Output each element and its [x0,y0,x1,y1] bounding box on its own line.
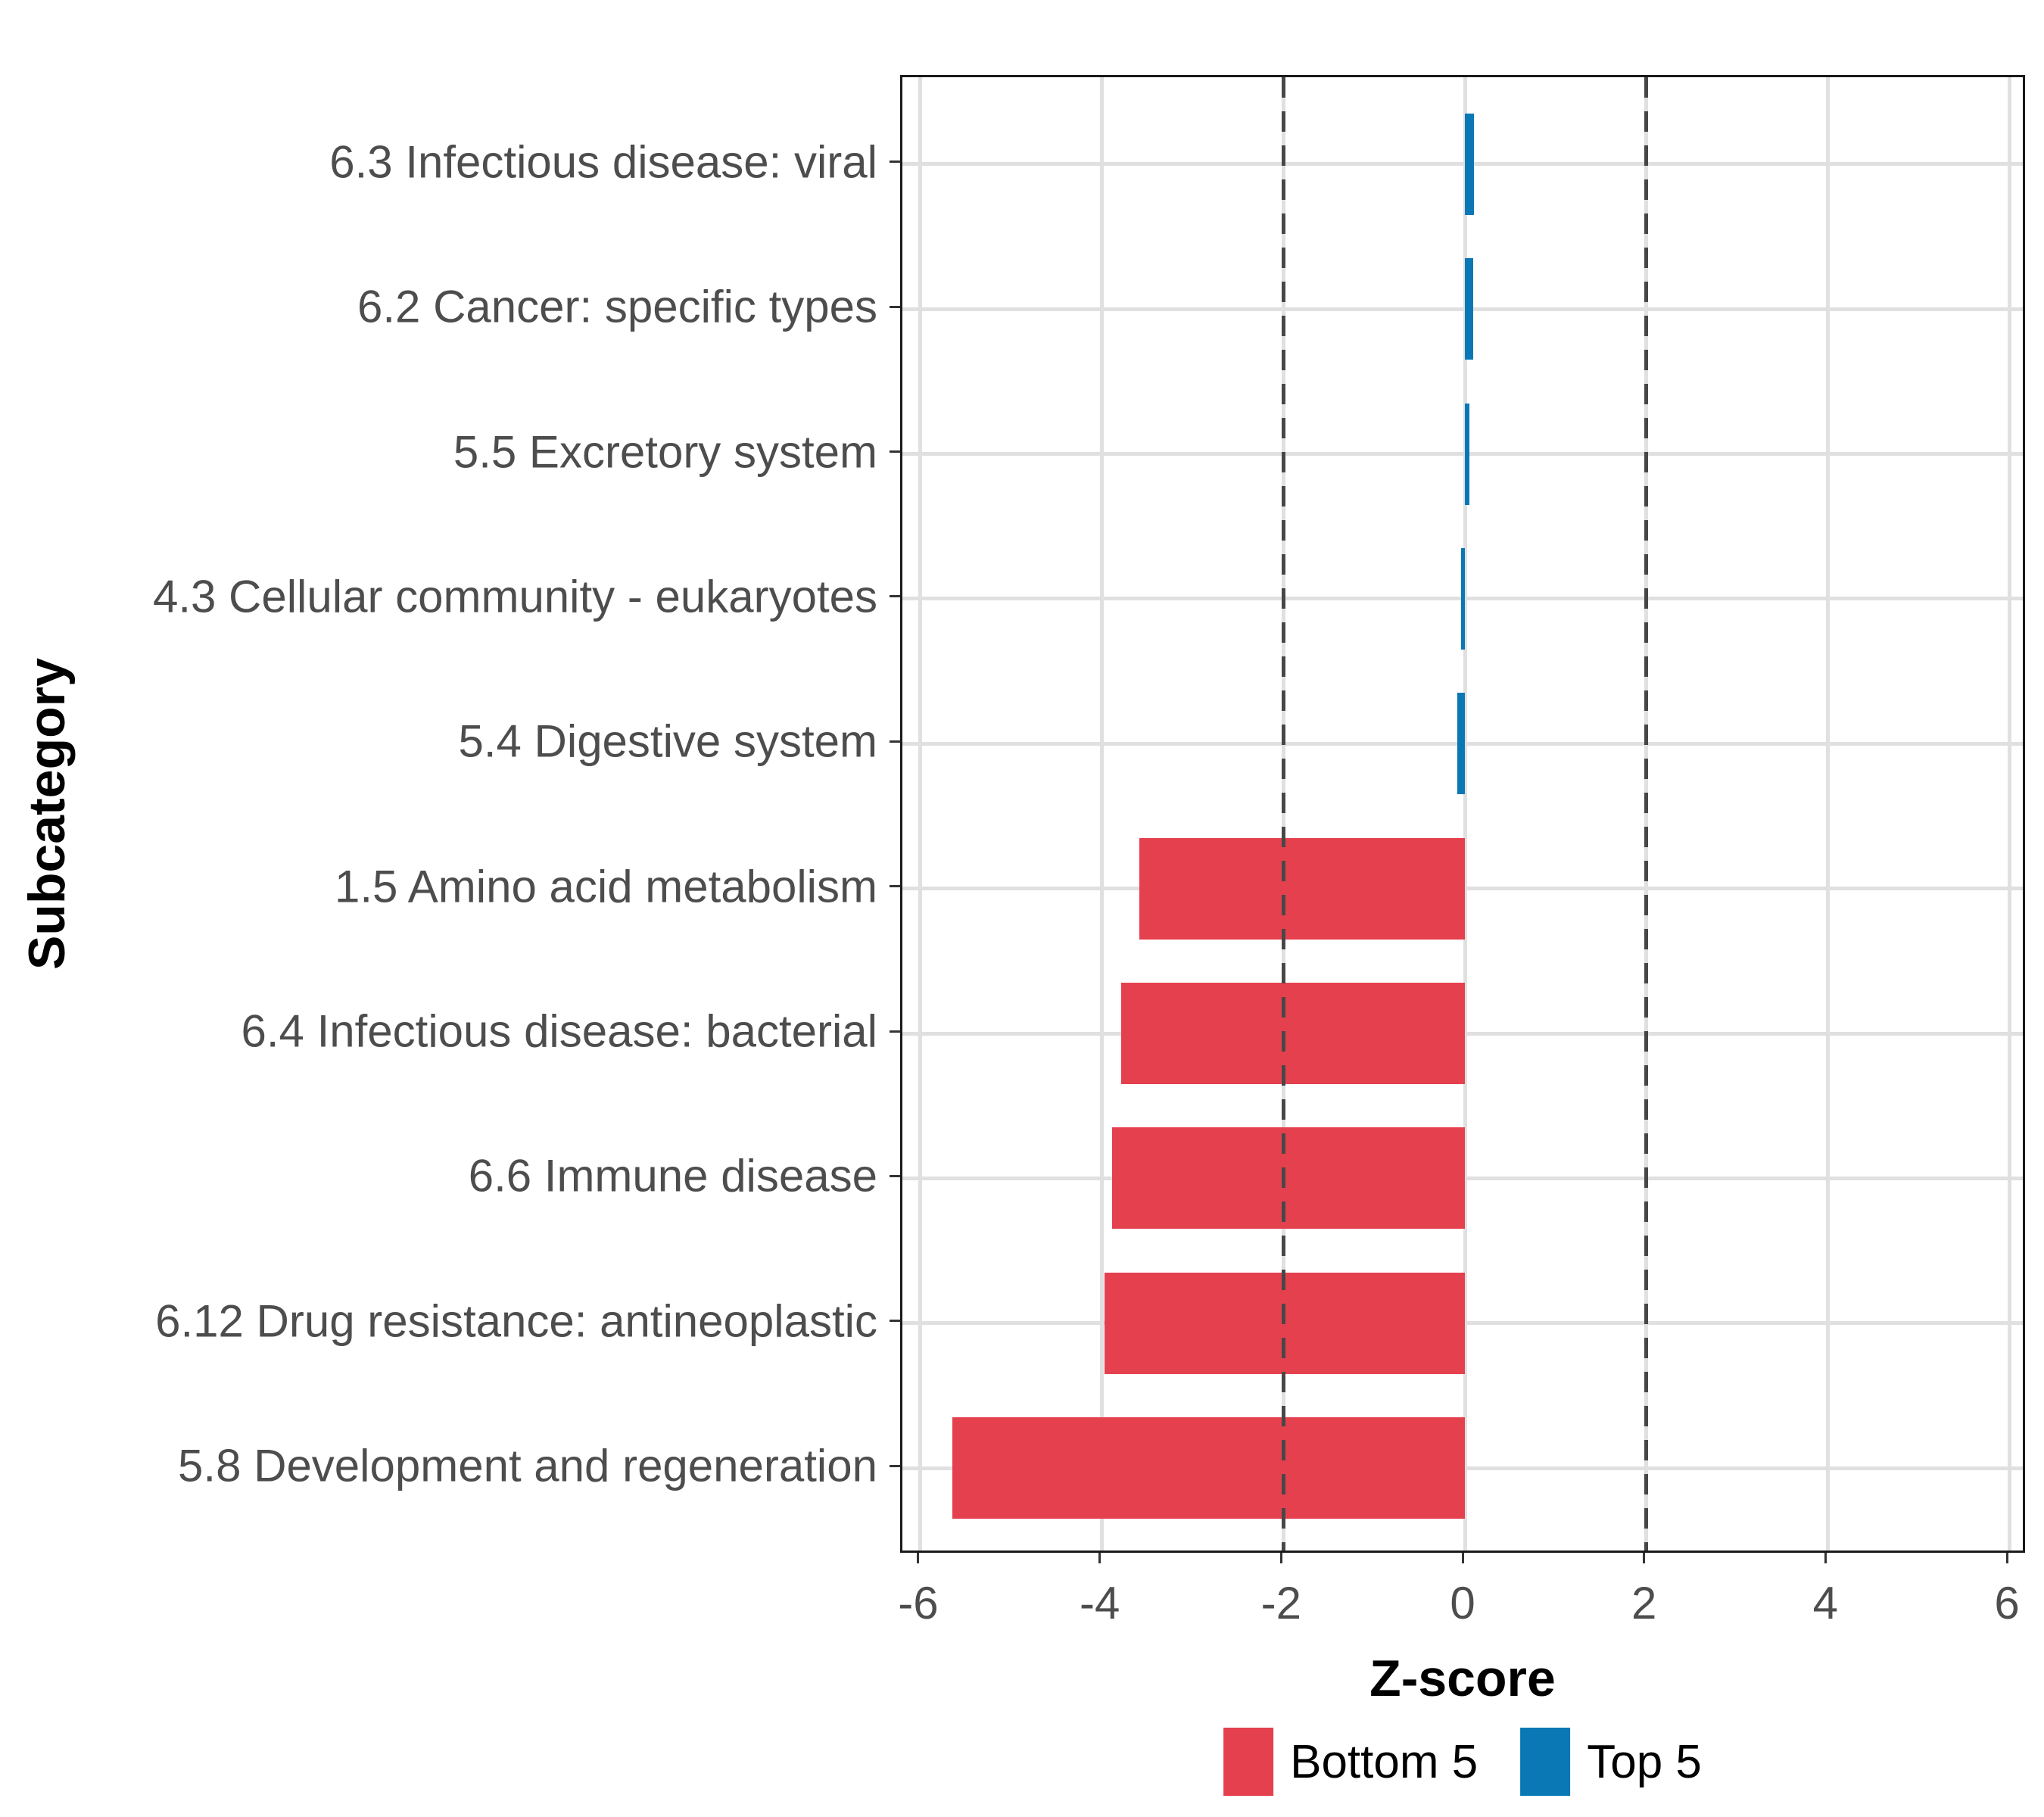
legend-label: Top 5 [1587,1735,1702,1788]
x-axis-tick [2005,1553,2008,1563]
grid-line-vertical [2007,77,2011,1551]
y-axis-tick [890,1464,900,1467]
category-label: 5.4 Digestive system [458,715,877,767]
x-axis-tick [917,1553,920,1563]
y-axis-tick [890,740,900,743]
x-axis-title: Z-score [1369,1650,1556,1707]
y-axis-tick [890,1030,900,1033]
legend-item: Bottom 5 [1223,1728,1478,1796]
grid-line-vertical [1825,77,1830,1551]
grid-line-horizontal [902,452,2023,457]
plot-panel [900,75,2025,1553]
x-axis-tick [1279,1553,1282,1563]
bar-bottom5 [1120,983,1465,1085]
x-tick-label: -4 [1079,1578,1120,1628]
y-axis-tick [890,305,900,308]
bar-top5 [1465,403,1469,505]
category-label: 6.6 Immune disease [468,1150,877,1201]
y-axis-tick [890,1320,900,1323]
x-axis-tick [1098,1553,1101,1563]
bar-top5 [1461,547,1465,650]
y-axis-tick [890,450,900,453]
y-axis-tick [890,1174,900,1177]
x-tick-label: 6 [1994,1578,2020,1628]
grid-line-vertical [918,77,923,1551]
legend-label: Bottom 5 [1290,1735,1478,1788]
category-label: 6.12 Drug resistance: antineoplastic [155,1295,877,1347]
category-label: 6.3 Infectious disease: viral [329,136,877,188]
x-tick-label: -6 [898,1578,939,1628]
bar-top5 [1457,693,1465,795]
category-label: 5.8 Development and regeneration [178,1440,877,1491]
x-tick-label: 4 [1812,1578,1839,1628]
bar-bottom5 [1139,837,1465,940]
grid-line-horizontal [902,162,2023,167]
bar-bottom5 [952,1417,1465,1519]
x-axis-tick [1824,1553,1827,1563]
legend-item: Top 5 [1520,1728,1702,1796]
legend-swatch [1223,1728,1274,1796]
bar-bottom5 [1111,1127,1465,1230]
grid-line-vertical [1100,77,1105,1551]
category-label: 4.3 Cellular community - eukaryotes [152,571,877,622]
y-axis-title: Subcategory [18,658,76,970]
x-tick-label: -2 [1260,1578,1301,1628]
y-axis-tick [890,161,900,164]
bar-top5 [1465,113,1474,215]
bar-top5 [1465,258,1473,360]
grid-line-vertical [1463,77,1467,1551]
category-label: 6.4 Infectious disease: bacterial [241,1005,878,1057]
x-axis-tick [1643,1553,1646,1563]
legend-swatch [1520,1728,1571,1796]
reference-line [1644,77,1649,1551]
x-tick-label: 0 [1450,1578,1475,1628]
y-axis-tick [890,885,900,888]
x-axis-tick [1461,1553,1464,1563]
category-label: 1.5 Amino acid metabolism [334,861,877,912]
category-label: 5.5 Excretory system [453,426,877,478]
x-tick-label: 2 [1631,1578,1657,1628]
grid-line-horizontal [902,307,2023,311]
reference-line [1281,77,1285,1551]
y-axis-tick [890,595,900,598]
legend: Bottom 5 Top 5 [1223,1728,1702,1796]
category-label: 6.2 Cancer: specific types [357,281,877,332]
